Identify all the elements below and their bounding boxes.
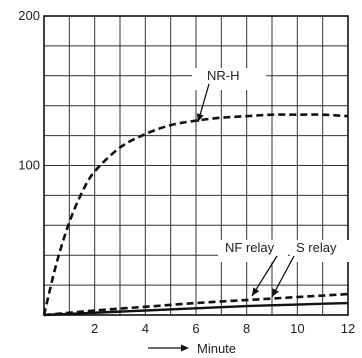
annotation-arrowhead: [272, 288, 279, 297]
y-tick-label: 100: [18, 158, 40, 173]
series-lines: [42, 113, 349, 317]
annotation-arrowhead: [252, 287, 260, 296]
x-axis-title: Minute: [148, 341, 236, 356]
x-tick-labels: 2 4 6 8 10 12: [91, 321, 355, 336]
annotation-bg: [192, 68, 266, 90]
series-line-1: [43, 292, 349, 317]
annotation-bg: [290, 240, 350, 262]
x-tick-label: 2: [91, 321, 98, 336]
grid: [44, 16, 348, 315]
x-tick-label: 4: [142, 321, 149, 336]
x-tick-label: 8: [243, 321, 250, 336]
y-tick-labels: 200 100: [18, 8, 40, 173]
x-tick-label: 10: [290, 321, 304, 336]
annotation-label: S relay: [296, 240, 337, 255]
series-line-2: [43, 301, 349, 317]
x-tick-label: 6: [192, 321, 199, 336]
annotation-label: NF relay: [225, 240, 275, 255]
x-axis-arrowhead: [181, 344, 189, 352]
x-tick-label: 12: [341, 321, 355, 336]
series-line-0: [42, 113, 349, 316]
annotation-arrowhead: [196, 113, 204, 122]
annotation-label: NR-H: [207, 68, 240, 83]
x-axis-label: Minute: [197, 341, 236, 356]
plot-frame: [43, 15, 349, 316]
y-tick-label: 200: [18, 8, 40, 23]
annotations: NR-H NF relay S relay: [192, 68, 350, 298]
annotation-bg: [218, 240, 288, 262]
